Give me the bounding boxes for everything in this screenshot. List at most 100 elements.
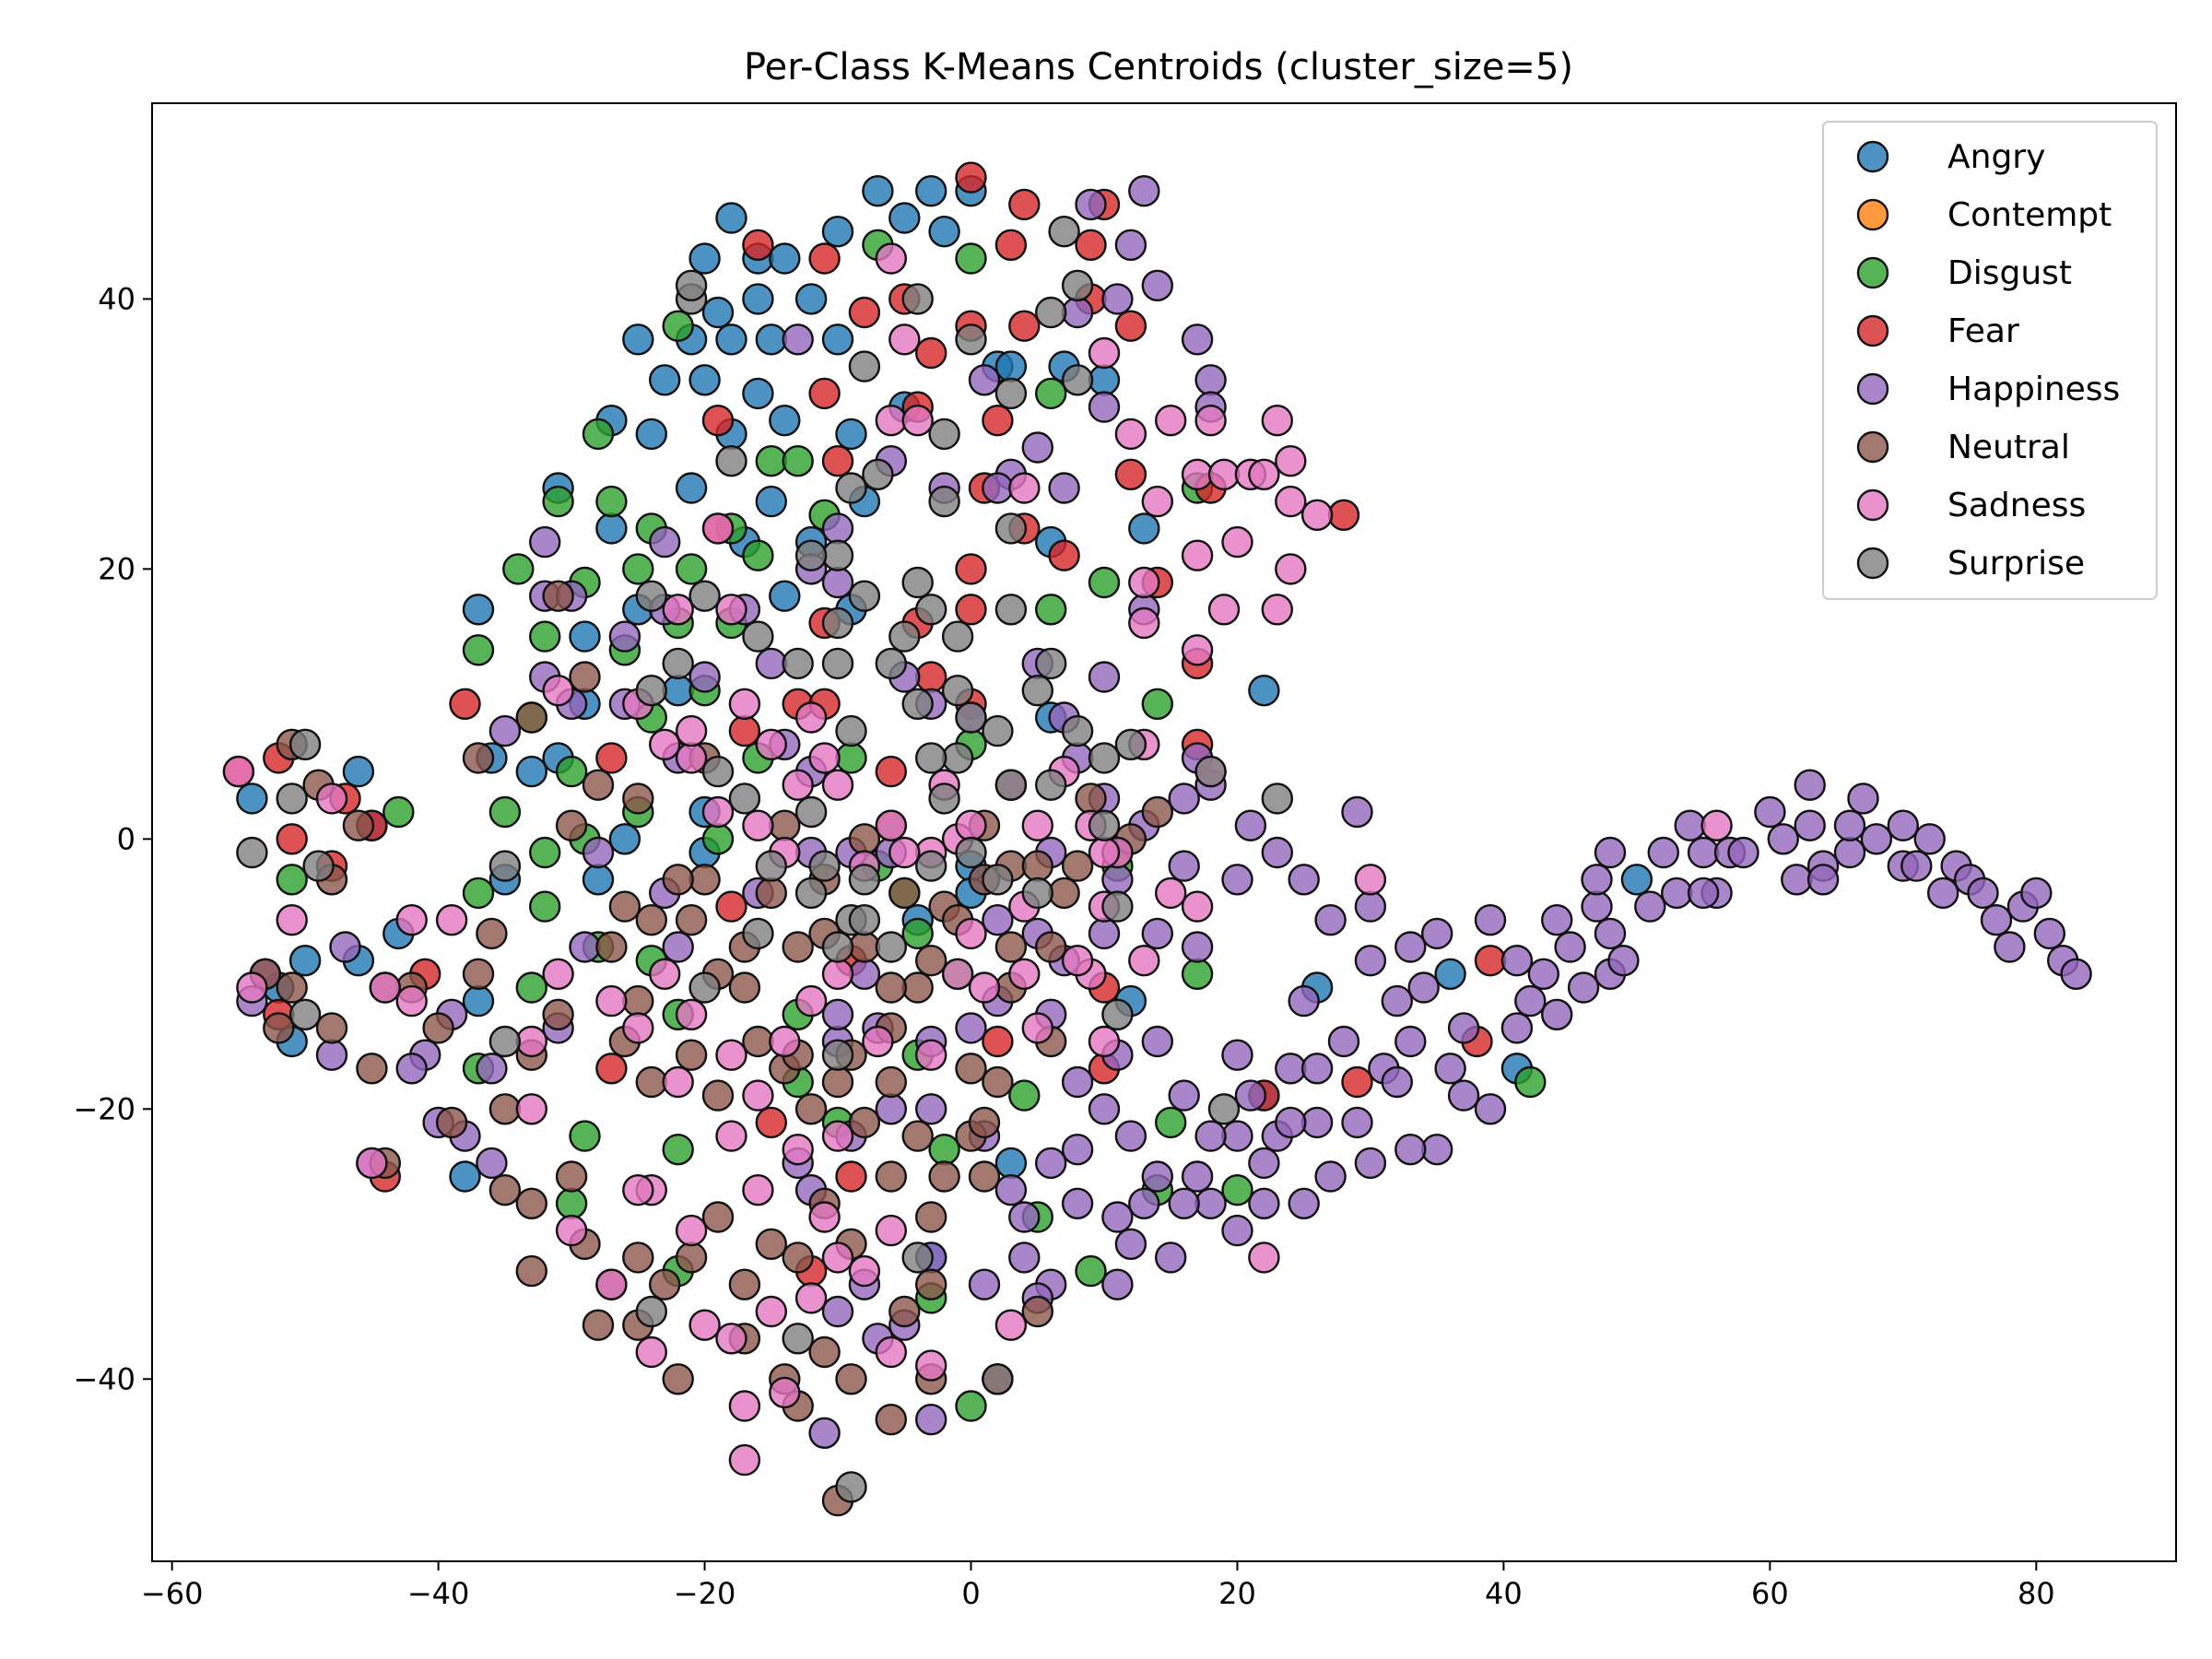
- point-happiness-186: [1754, 795, 1786, 829]
- point-sadness-25: [821, 958, 854, 991]
- point-happiness-42: [1288, 864, 1320, 896]
- point-disgust-31: [835, 742, 867, 774]
- point-angry-77: [994, 350, 1028, 382]
- point-sadness-49: [595, 984, 628, 1018]
- point-happiness-193: [1833, 809, 1866, 841]
- point-sadness-87: [1261, 594, 1294, 626]
- point-sadness-32: [808, 1201, 841, 1233]
- point-happiness-37: [1168, 782, 1200, 815]
- point-happiness-107: [1221, 1120, 1253, 1152]
- point-neutral-57: [675, 1241, 708, 1274]
- point-happiness-5: [1141, 269, 1174, 301]
- point-neutral-25: [782, 931, 814, 963]
- point-happiness-212: [1687, 877, 1720, 910]
- point-sadness-57: [356, 1147, 388, 1180]
- point-sadness-108: [1248, 1241, 1280, 1274]
- point-happiness-14: [1048, 472, 1080, 504]
- point-happiness-108: [1248, 1187, 1280, 1220]
- point-disgust-14: [742, 539, 774, 571]
- point-disgust-19: [529, 620, 561, 653]
- point-happiness-180: [1660, 877, 1693, 910]
- point-surprise-67: [288, 728, 322, 760]
- point-happiness-74: [1567, 971, 1600, 1004]
- point-neutral-3: [515, 701, 547, 734]
- legend-marker-sadness: [1856, 488, 1889, 522]
- point-sadness-41: [688, 1309, 721, 1341]
- point-happiness-95: [1114, 1120, 1147, 1152]
- point-neutral-100: [675, 904, 708, 936]
- point-happiness-90: [1248, 1147, 1280, 1180]
- point-surprise-29: [901, 688, 934, 720]
- point-neutral-98: [555, 809, 588, 841]
- point-happiness-106: [1181, 1160, 1214, 1193]
- point-neutral-110: [1061, 850, 1094, 882]
- point-happiness-110: [1300, 1053, 1334, 1085]
- point-happiness-197: [1887, 809, 1920, 841]
- point-sadness-61: [315, 782, 348, 815]
- point-happiness-87: [1394, 1133, 1427, 1166]
- point-happiness-117: [968, 1268, 1001, 1300]
- point-happiness-185: [1727, 836, 1759, 869]
- point-disgust-54: [569, 1120, 601, 1152]
- point-disgust-47: [515, 971, 547, 1004]
- point-fear-61: [1474, 944, 1507, 977]
- point-happiness-199: [1913, 823, 1946, 855]
- point-angry-10: [794, 283, 828, 315]
- point-neutral-56: [701, 1201, 735, 1233]
- point-neutral-4: [582, 769, 615, 801]
- point-happiness-195: [1860, 823, 1893, 855]
- point-fear-5: [1075, 229, 1107, 261]
- point-sadness-30: [742, 1173, 774, 1206]
- point-happiness-187: [1767, 823, 1800, 855]
- point-fear-52: [755, 1106, 787, 1139]
- point-happiness-171: [1341, 795, 1373, 829]
- point-disgust-67: [1221, 1173, 1253, 1206]
- point-neutral-15: [1021, 850, 1054, 882]
- x-tick-label: −20: [674, 1576, 736, 1611]
- point-neutral-58: [649, 1268, 681, 1300]
- point-happiness-48: [1088, 917, 1121, 950]
- point-sadness-71: [1194, 405, 1227, 437]
- point-fear-1: [1008, 188, 1041, 221]
- point-sadness-26: [794, 984, 828, 1018]
- point-sadness-46: [622, 1012, 654, 1044]
- point-fear-0: [955, 161, 987, 194]
- point-happiness-13: [982, 472, 1014, 504]
- point-happiness-124: [915, 1403, 947, 1436]
- point-sadness-31: [782, 1133, 814, 1166]
- point-sadness-60: [222, 755, 255, 788]
- point-angry-57: [288, 944, 322, 977]
- point-angry-20: [769, 405, 801, 437]
- point-happiness-9: [1088, 391, 1121, 423]
- point-sadness-24: [862, 1025, 894, 1058]
- point-happiness-210: [2060, 958, 2092, 991]
- point-happiness-97: [1061, 1133, 1094, 1166]
- point-sadness-55: [395, 904, 428, 936]
- point-happiness-99: [1008, 1201, 1041, 1233]
- point-happiness-100: [994, 1173, 1028, 1206]
- point-surprise-16: [901, 566, 934, 599]
- point-angry-76: [1248, 675, 1280, 707]
- point-surprise-77: [835, 1471, 867, 1503]
- point-happiness-135: [821, 998, 854, 1031]
- point-disgust-12: [622, 553, 654, 585]
- point-sadness-107: [1088, 836, 1121, 869]
- y-tick-label: 40: [98, 281, 135, 316]
- point-sadness-70: [1154, 405, 1187, 437]
- point-happiness-208: [2033, 917, 2066, 950]
- point-surprise-20: [915, 594, 947, 626]
- point-happiness-21: [529, 525, 561, 559]
- point-fear-28: [955, 553, 987, 585]
- x-tick-label: 60: [1751, 1576, 1789, 1611]
- point-surprise-72: [1101, 998, 1134, 1031]
- point-disgust-7: [542, 485, 574, 518]
- point-happiness-17: [782, 324, 814, 356]
- point-happiness-112: [1194, 1120, 1227, 1152]
- point-happiness-55: [1168, 1079, 1200, 1112]
- point-neutral-80: [488, 1173, 522, 1206]
- point-angry-29: [1088, 364, 1121, 396]
- legend-label-contempt: Contempt: [1947, 196, 2112, 234]
- point-disgust-30: [555, 755, 588, 788]
- legend-label-sadness: Sadness: [1947, 487, 2086, 524]
- point-neutral-17: [1034, 931, 1067, 963]
